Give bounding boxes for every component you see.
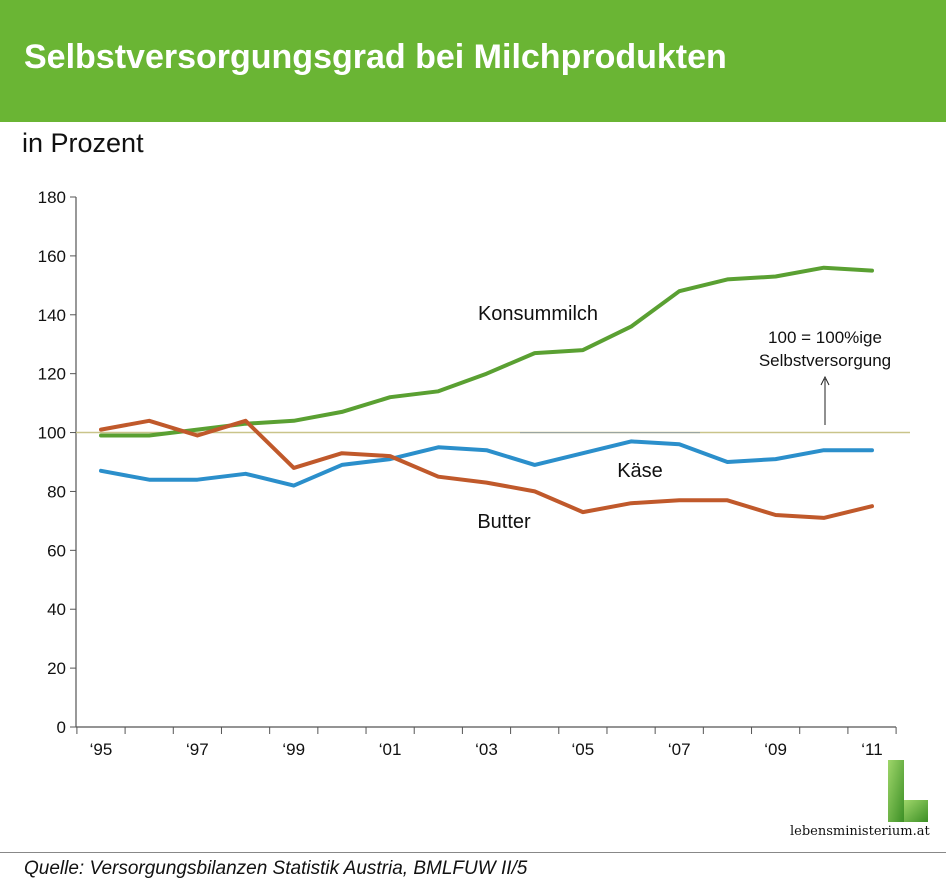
series-line-butter xyxy=(99,418,874,520)
y-tick-label: 160 xyxy=(38,247,66,266)
series-line-konsummilch xyxy=(99,265,874,438)
x-tick-label: ‘95 xyxy=(90,740,113,759)
y-tick-label: 140 xyxy=(38,306,66,325)
logo-text: lebensministerium.at xyxy=(790,824,930,839)
x-tick-label: ‘03 xyxy=(475,740,498,759)
x-tick-label: ‘07 xyxy=(668,740,691,759)
annotation-line2: Selbstversorgung xyxy=(759,351,891,370)
x-tick-label: ‘09 xyxy=(764,740,787,759)
y-tick-label: 20 xyxy=(47,659,66,678)
source-divider xyxy=(0,852,946,853)
source-note: Quelle: Versorgungsbilanzen Statistik Au… xyxy=(24,858,528,879)
annotation-arrow-head-icon xyxy=(820,375,830,386)
logo: lebensministerium.at xyxy=(790,760,940,850)
y-tick-label: 180 xyxy=(38,188,66,207)
y-tick-label: 60 xyxy=(47,541,66,560)
y-tick-label: 40 xyxy=(47,600,66,619)
y-tick-label: 100 xyxy=(38,424,66,443)
y-tick-label: 120 xyxy=(38,365,66,384)
x-tick-label: ‘01 xyxy=(379,740,402,759)
series-label: Konsummilch xyxy=(478,303,598,325)
x-tick-label: ‘97 xyxy=(186,740,209,759)
annotation-line1: 100 = 100%ige xyxy=(768,328,882,347)
y-tick-label: 80 xyxy=(47,482,66,501)
series-line-k-se xyxy=(99,439,874,488)
y-tick-label: 0 xyxy=(57,718,66,737)
series-label: Käse xyxy=(617,460,663,482)
y-unit-label: in Prozent xyxy=(22,128,144,158)
page-title: Selbstversorgungsgrad bei Milchprodukten xyxy=(24,38,727,76)
x-tick-label: ‘05 xyxy=(572,740,595,759)
x-tick-label: ‘99 xyxy=(282,740,305,759)
series-label: Butter xyxy=(477,511,531,533)
x-tick-label: ‘11 xyxy=(861,740,882,759)
header-banner: Selbstversorgungsgrad bei Milchprodukten xyxy=(0,0,946,122)
logo-mark-icon xyxy=(888,760,928,822)
